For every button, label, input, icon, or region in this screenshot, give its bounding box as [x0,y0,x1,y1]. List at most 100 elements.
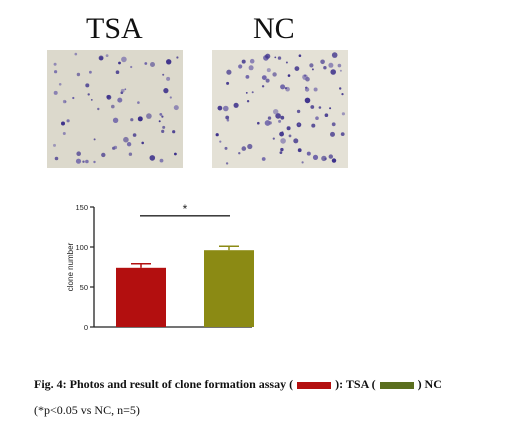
tsa-colony-dot [163,88,169,94]
tsa-colony-dot [128,152,133,156]
tsa-colony-dot [158,120,161,123]
tsa-colony-dot [166,76,171,81]
tsa-colony-dot [137,101,140,104]
tsa-colony-dot [150,62,155,67]
tsa-colony-dot [144,62,148,65]
nc-colony-dot [328,62,334,68]
nc-colony-dot [225,162,229,165]
tsa-colony-dot [53,62,57,66]
nc-colony-dot [339,87,342,90]
tsa-colony-dot [62,99,67,104]
y-tick-label: 100 [75,243,88,252]
tsa-colony-dot [53,90,58,95]
tsa-legend-swatch [297,381,332,389]
tsa-colony-dot [97,107,100,111]
nc-colony-dot [280,115,285,120]
nc-colony-dot [275,113,281,119]
nc-colony-dot [331,122,336,127]
tsa-colony-dot [126,142,132,147]
nc-colony-dot [280,147,284,152]
nc-colony-dot [219,140,222,143]
tsa-colony-dot [53,143,56,147]
tsa-colony-dot [130,118,134,122]
nc-colony-dot [330,131,335,137]
nc-colony-dot [340,132,345,136]
tsa-colony-dot [174,152,177,156]
nc-colony-dot [278,119,282,123]
nc-colony-dot [238,64,243,69]
tsa-colony-dot [89,70,92,74]
caption-text-3: ) NC [417,377,442,391]
nc-colony-dot [331,52,338,58]
tsa-colony-dot [141,141,144,145]
nc-colony-dot [217,105,223,111]
caption-text-1: Fig. 4: Photos and result of clone forma… [34,377,294,391]
nc-colony-dot [247,143,253,150]
tsa-colony-dot [93,160,96,164]
tsa-colony-dot [61,121,65,126]
tsa-colony-dot [85,159,89,164]
tsa-colony-dot [98,55,104,61]
tsa-colony-dot [173,105,179,111]
nc-colony-dot [226,69,232,75]
tsa-colony-dot [101,152,106,158]
tsa-colony-photo [47,50,183,168]
nc-colony-dot [306,151,311,156]
tsa-colony-dot [85,83,90,88]
tsa-colony-dot [169,96,172,99]
tsa-colony-dot [76,72,81,77]
nc-colony-dot [272,72,277,77]
nc-colony-dot [281,131,284,134]
nc-colony-dot [287,74,291,77]
tsa-colony-dot [124,88,127,91]
nc-colony-dot [226,118,230,122]
tsa-colony-dot [74,52,78,56]
nc-colony-dot [265,78,270,83]
nc-colony-dot [267,116,272,120]
nc-colony-dot [277,56,282,60]
nc-colony-dot [279,151,283,154]
tsa-colony-dot [146,113,152,119]
tsa-colony-dot [87,93,90,96]
nc-colony-dot [286,126,291,131]
nc-colony-dot [264,120,271,126]
tsa-colony-dot [118,61,121,65]
nc-colony-dot [296,109,301,114]
nc-colony-dot [238,152,241,155]
nc-colony-dot [304,97,311,104]
nc-colony-dot [241,59,246,64]
tsa-colony-dot [121,56,127,63]
nc-colony-dot [341,112,345,116]
nc-colony-dot [294,66,300,71]
nc-colony-dot [310,105,315,109]
y-tick-label: 0 [84,323,88,332]
nc-colony-dot [284,87,287,90]
nc-colony-dot [280,84,286,90]
y-tick-label: 150 [75,203,88,212]
caption-text-2: ): TSA ( [335,377,376,391]
tsa-colony-dot [123,136,129,143]
tsa-colony-dot [66,119,70,123]
nc-colony-dot [311,68,314,71]
nc-colony-dot [320,59,325,65]
tsa-colony-dot [162,73,165,76]
nc-colony-dot [293,138,299,144]
nc-colony-dot [298,54,302,57]
bar-nc [204,250,254,327]
nc-colony-dot [329,107,332,110]
nc-colony-dot [261,157,266,161]
tsa-colony-dot [120,88,125,93]
tsa-colony-dot [166,59,172,65]
nc-colony-dot [323,66,327,70]
nc-colony-dot [241,146,247,151]
nc-colony-dot [309,63,314,68]
nc-colony-dot [225,115,230,120]
nc-colony-dot [318,106,322,109]
tsa-colony-dot [105,54,109,57]
nc-colony-dot [298,123,300,126]
nc-colony-dot [288,134,292,138]
tsa-colony-dot [130,65,133,69]
nc-colony-dot [245,75,250,79]
nc-colony-photo [212,50,348,168]
nc-panel-title: NC [253,12,295,45]
